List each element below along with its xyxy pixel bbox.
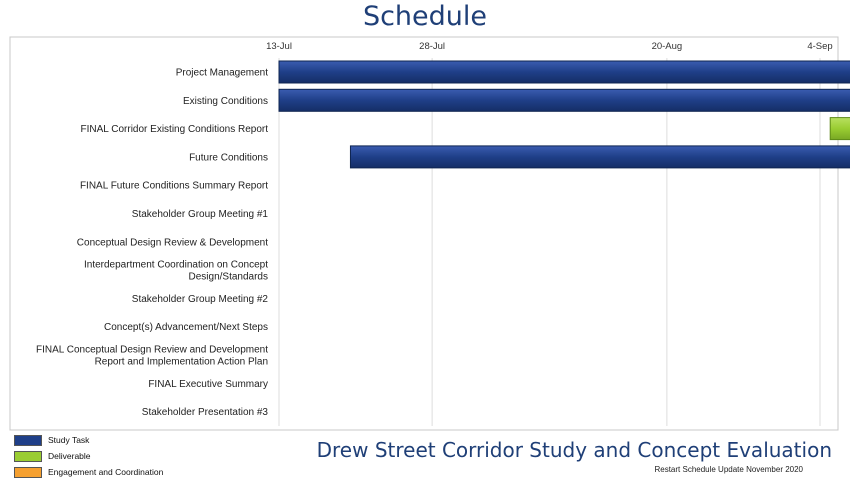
task-bar (829, 117, 850, 141)
task-label: Future Conditions (189, 152, 268, 163)
chart-frame (9, 36, 839, 431)
x-tick-label: 13-Jul (266, 41, 292, 52)
legend-item-deliverable: Deliverable (14, 449, 163, 463)
task-label: FINAL Executive Summary (148, 379, 268, 390)
task-label: Project Management (176, 68, 268, 79)
task-label: FINAL Conceptual Design Review and Devel… (36, 345, 268, 368)
task-label: Existing Conditions (183, 96, 268, 107)
task-label: Interdepartment Coordination on Concept D… (84, 260, 268, 283)
task-label: Conceptual Design Review & Development (77, 237, 268, 248)
legend-item-study-task: Study Task (14, 433, 163, 447)
legend-swatch-study-task (14, 434, 42, 446)
legend-label: Engagement and Coordination (48, 467, 164, 477)
legend-label: Deliverable (48, 451, 91, 461)
legend-label: Study Task (48, 435, 90, 445)
chart-title: Schedule (362, 1, 488, 32)
task-bar (349, 145, 850, 169)
legend-swatch-deliverable (14, 450, 42, 462)
x-tick-label: 20-Aug (652, 41, 683, 52)
x-tick-label: 4-Sep (807, 41, 832, 52)
legend: Study Task Deliverable Engagement and Co… (14, 433, 163, 481)
task-label: Stakeholder Presentation #3 (142, 407, 269, 418)
task-bar (278, 60, 850, 84)
task-label: Concept(s) Advancement/Next Steps (104, 322, 268, 333)
legend-swatch-engagement (14, 466, 42, 478)
project-title: Drew Street Corridor Study and Concept E… (316, 438, 832, 462)
task-bar (278, 88, 850, 112)
task-label: FINAL Corridor Existing Conditions Repor… (81, 124, 269, 135)
task-label: Stakeholder Group Meeting #1 (132, 209, 269, 220)
task-label: Stakeholder Group Meeting #2 (132, 294, 269, 305)
project-subtitle: Restart Schedule Update November 2020 (654, 465, 803, 474)
task-label: FINAL Future Conditions Summary Report (80, 181, 268, 192)
legend-item-engagement: Engagement and Coordination (14, 465, 163, 479)
x-tick-label: 28-Jul (419, 41, 445, 52)
